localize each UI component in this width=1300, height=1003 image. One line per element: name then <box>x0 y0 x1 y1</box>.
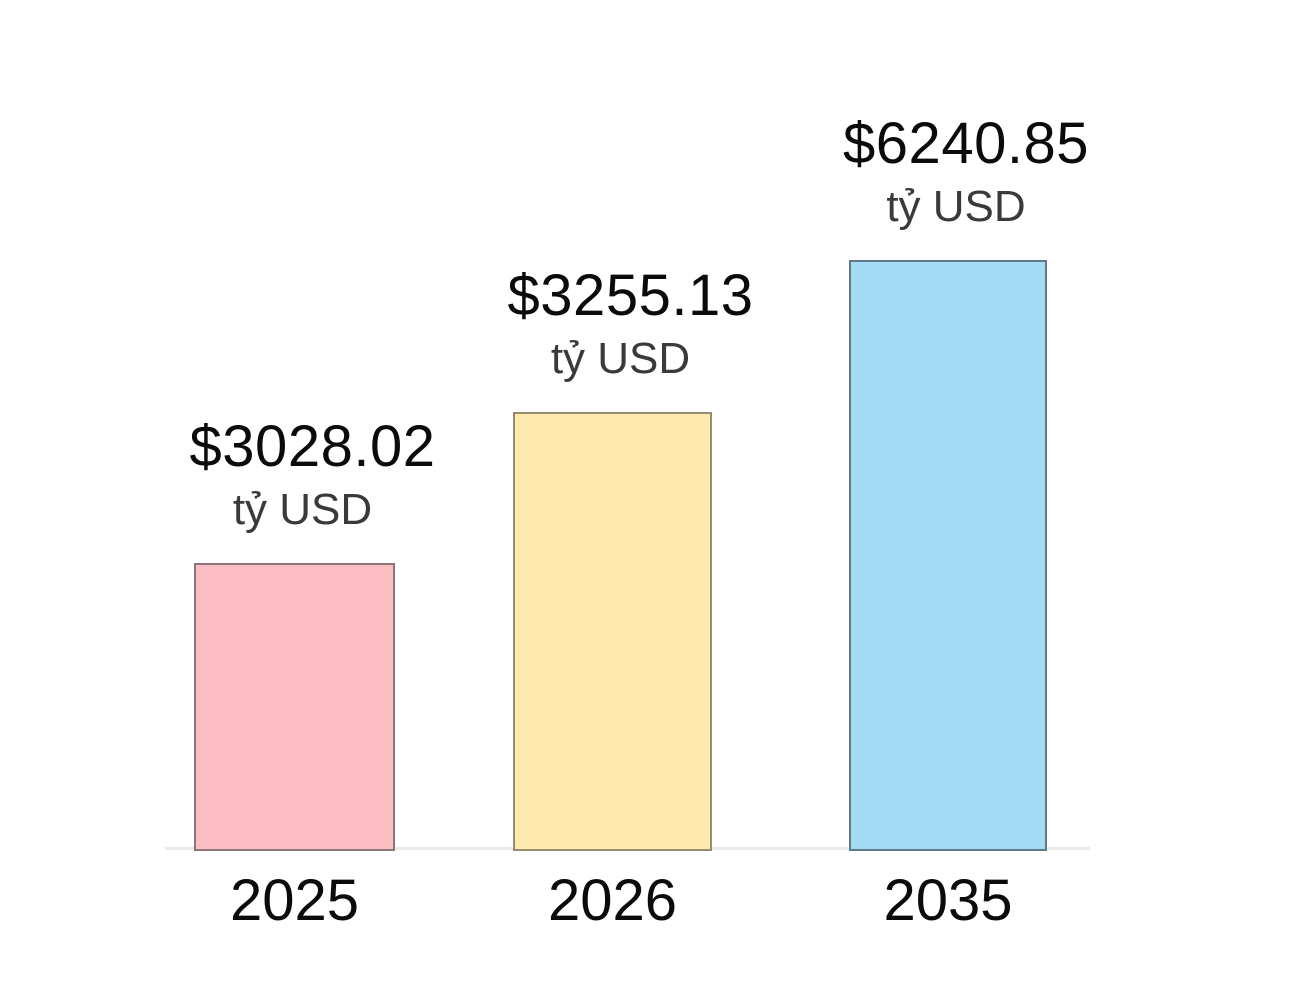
value-label-2035: $6240.85 <box>843 111 1089 177</box>
bar-group-2026: $3255.13 tỷ USD 2026 <box>508 263 753 933</box>
axis-label-2035: 2035 <box>883 868 1013 933</box>
unit-label-2025: tỷ USD <box>232 484 373 534</box>
unit-label-2035: tỷ USD <box>886 181 1026 231</box>
value-label-2025: $3028.02 <box>189 414 436 480</box>
bar-2025 <box>194 563 395 851</box>
bar-label-2035: $6240.85 tỷ USD <box>825 111 1088 236</box>
axis-label-2025: 2025 <box>229 868 360 933</box>
bar-label-2026: $3255.13 tỷ USD <box>490 263 753 388</box>
bar-group-2025: $3028.02 tỷ USD 2025 <box>190 414 435 933</box>
bar-2026 <box>513 412 712 851</box>
value-label-2026: $3255.13 <box>507 263 754 329</box>
bar-2035 <box>849 260 1047 851</box>
unit-label-2026: tỷ USD <box>550 333 691 383</box>
bar-label-2025: $3028.02 tỷ USD <box>172 414 435 539</box>
axis-label-2026: 2026 <box>547 868 678 933</box>
bar-group-2035: $6240.85 tỷ USD 2035 <box>843 111 1088 933</box>
